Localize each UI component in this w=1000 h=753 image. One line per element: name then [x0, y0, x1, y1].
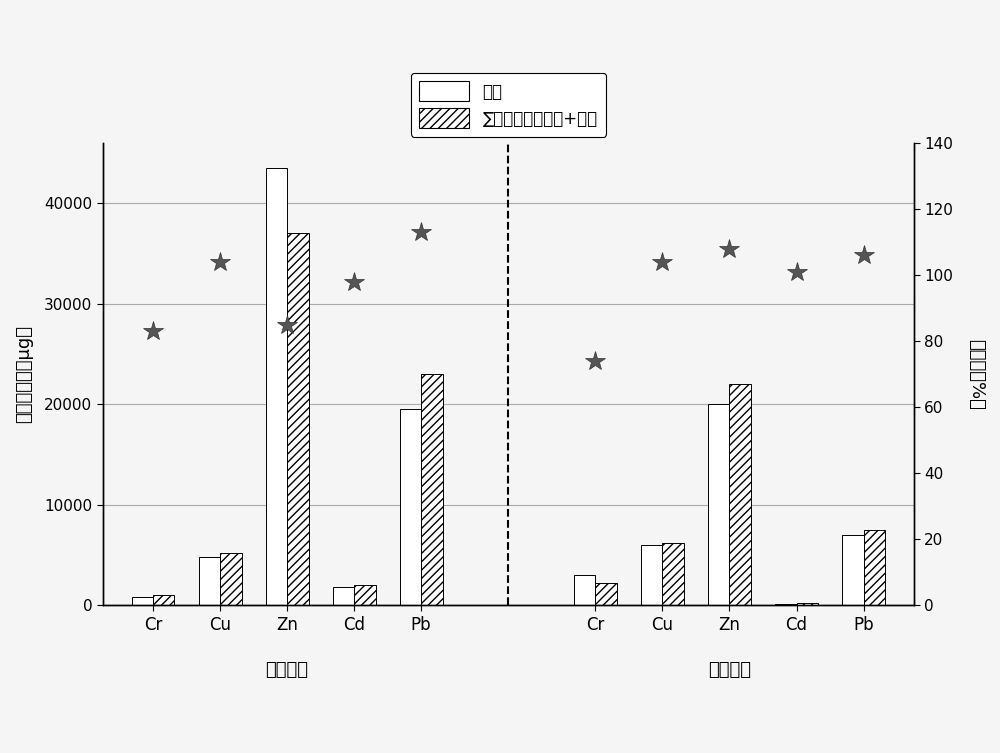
Bar — [708, 404, 729, 605]
Bar — [287, 233, 309, 605]
Bar — [574, 575, 595, 605]
Bar — [132, 597, 153, 605]
Bar — [641, 545, 662, 605]
Bar — [842, 535, 864, 605]
Bar — [864, 530, 885, 605]
Bar — [199, 557, 220, 605]
Bar — [153, 596, 174, 605]
Bar — [220, 553, 242, 605]
Bar — [662, 543, 684, 605]
Legend: 原灰, ∑机械研磨后飞灰+溶液: 原灰, ∑机械研磨后飞灰+溶液 — [411, 72, 606, 136]
Y-axis label: 重金属总量（μg）: 重金属总量（μg） — [15, 325, 33, 423]
Bar — [421, 374, 443, 605]
Bar — [595, 584, 617, 605]
Text: 炉排炉灰: 炉排炉灰 — [266, 661, 309, 678]
Text: 流化床灰: 流化床灰 — [708, 661, 751, 678]
Y-axis label: 平衡性（%）: 平衡性（%） — [967, 339, 985, 410]
Bar — [797, 603, 818, 605]
Bar — [729, 384, 751, 605]
Bar — [266, 168, 287, 605]
Bar — [333, 587, 354, 605]
Bar — [400, 410, 421, 605]
Bar — [354, 585, 376, 605]
